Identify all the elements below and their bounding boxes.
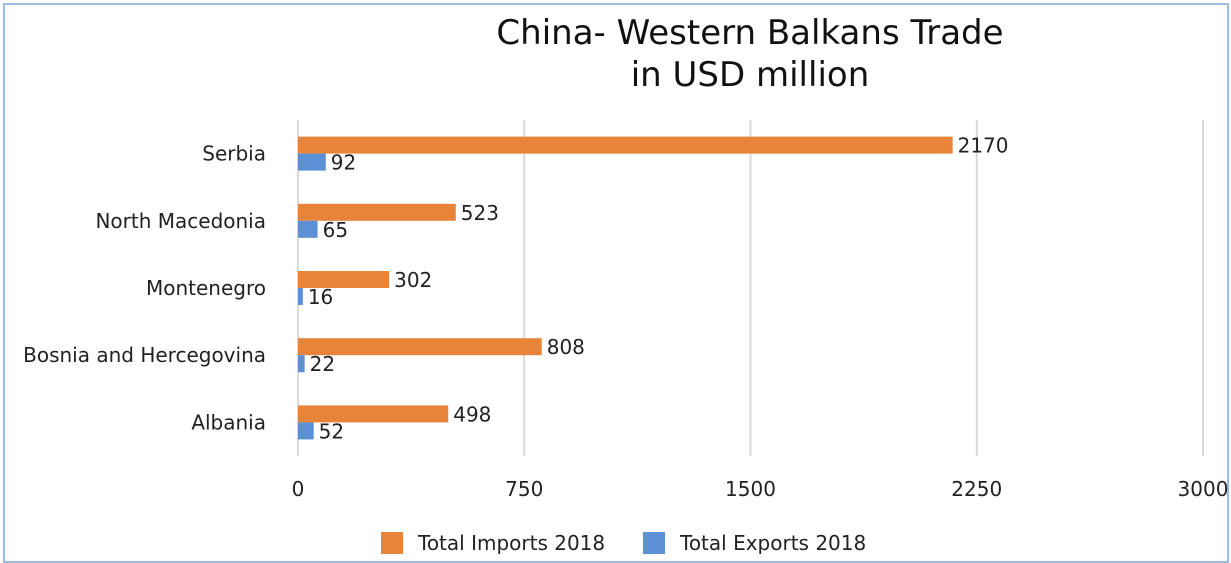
x-tick-label: 2250: [951, 477, 1002, 501]
exports-bar: [298, 355, 305, 373]
exports-bar: [298, 153, 326, 171]
data-label: 523: [461, 201, 499, 225]
labels: 0 750 1500 2250 3000 Serbia 2170 92 North Macedo…: [23, 134, 1228, 501]
legend: Total Imports 2018 Total Exports 2018: [381, 531, 866, 554]
data-label: 52: [319, 419, 344, 443]
category-label: Bosnia and Hercegovina: [23, 343, 266, 367]
grid: [297, 120, 1204, 456]
x-tick-label: 750: [505, 477, 543, 501]
data-label: 808: [547, 335, 585, 359]
legend-label: Total Exports 2018: [679, 531, 866, 554]
chart-subtitle: in USD million: [631, 55, 870, 95]
chart-frame: [3, 3, 1229, 563]
imports-bar: [298, 405, 449, 423]
x-tick-label: 1500: [725, 477, 776, 501]
bars: [298, 136, 953, 440]
category-label: Serbia: [202, 142, 266, 166]
data-label: 16: [308, 285, 333, 309]
data-label: 65: [323, 218, 348, 242]
data-label: 2170: [958, 134, 1009, 158]
legend-swatch: [643, 532, 665, 554]
category-label: Albania: [191, 410, 266, 434]
category-label: North Macedonia: [95, 209, 266, 233]
data-label: 498: [453, 402, 491, 426]
x-tick-label: 3000: [1178, 477, 1229, 501]
chart-title: China- Western Balkans Trade: [496, 13, 1003, 53]
data-label: 92: [331, 151, 356, 175]
imports-bar: [298, 271, 390, 288]
x-tick-label: 0: [292, 477, 305, 501]
exports-bar: [298, 288, 303, 305]
data-label: 302: [394, 268, 432, 292]
exports-bar: [298, 220, 318, 238]
data-label: 22: [310, 352, 335, 376]
legend-label: Total Imports 2018: [417, 531, 605, 554]
imports-bar: [298, 203, 456, 221]
imports-bar: [298, 136, 953, 154]
category-label: Montenegro: [146, 276, 266, 300]
imports-bar: [298, 338, 542, 356]
legend-swatch: [381, 532, 403, 554]
exports-bar: [298, 422, 314, 440]
